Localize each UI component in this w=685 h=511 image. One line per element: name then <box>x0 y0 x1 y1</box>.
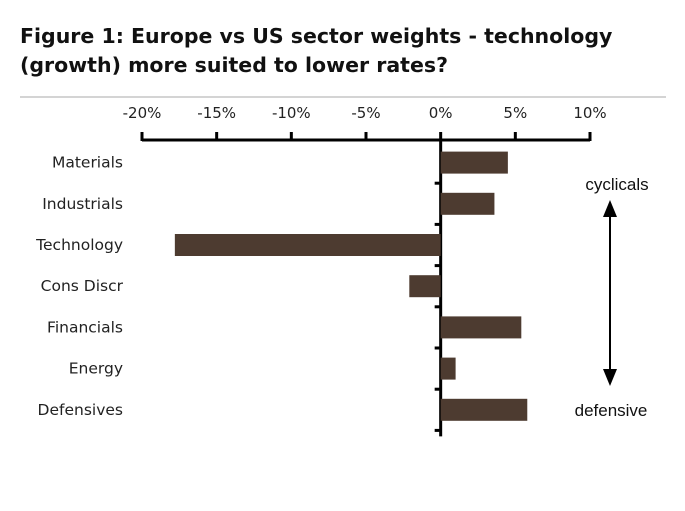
x-tick-label: 10% <box>573 104 606 122</box>
annotation-cyclicals: cyclicals <box>585 175 648 194</box>
title-divider <box>20 96 666 98</box>
category-label: Defensives <box>38 401 123 419</box>
x-tick-label: -5% <box>351 104 380 122</box>
annotation-defensive: defensive <box>575 401 648 420</box>
x-tick-label: -20% <box>123 104 162 122</box>
category-label: Financials <box>47 318 123 336</box>
bar-energy <box>440 357 456 380</box>
bar-industrials <box>440 192 495 215</box>
bar-technology <box>174 234 441 256</box>
bar-cons-discr <box>409 275 441 298</box>
x-tick-label: -15% <box>197 104 236 122</box>
category-label: Energy <box>69 360 123 378</box>
bar-financials <box>440 316 522 339</box>
bar-defensives <box>440 398 528 421</box>
category-label: Cons Discr <box>41 277 124 295</box>
category-label: Technology <box>35 236 123 254</box>
arrow-up-icon <box>603 200 617 217</box>
category-label: Industrials <box>42 195 123 213</box>
bar-materials <box>440 151 508 174</box>
x-tick-label: 0% <box>429 104 453 122</box>
category-label: Materials <box>52 154 123 172</box>
arrow-down-icon <box>603 369 617 386</box>
x-tick-label: 5% <box>503 104 527 122</box>
x-tick-label: -10% <box>272 104 311 122</box>
chart-title: Figure 1: Europe vs US sector weights - … <box>20 24 613 77</box>
